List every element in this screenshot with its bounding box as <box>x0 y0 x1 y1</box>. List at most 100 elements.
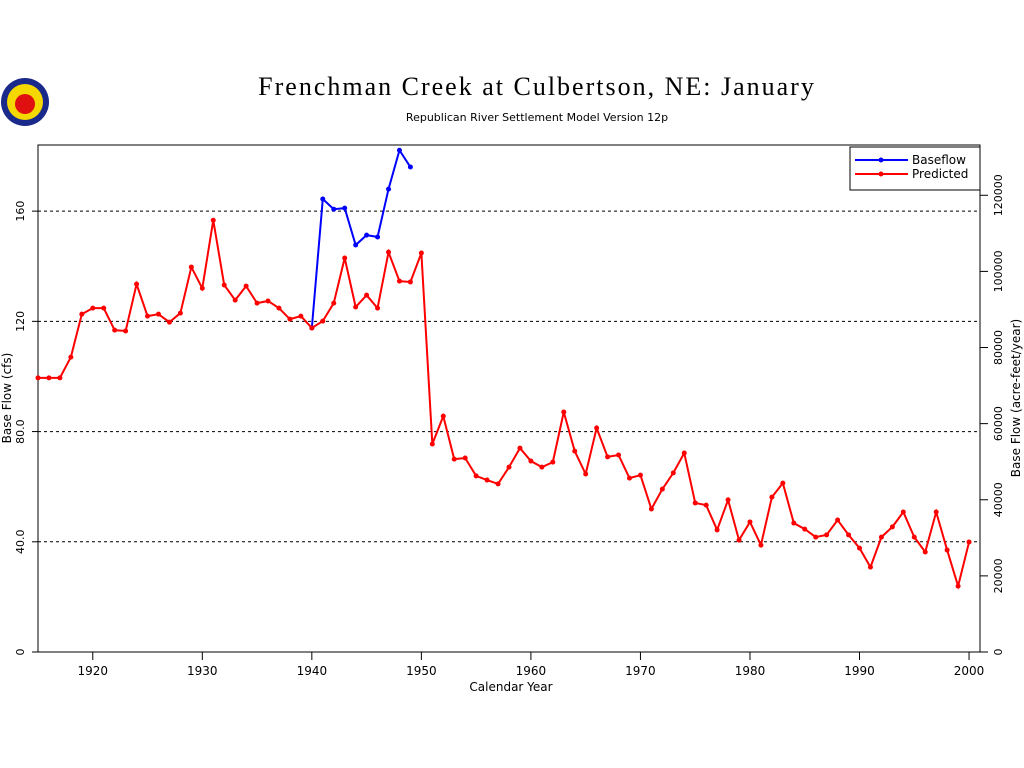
data-point <box>506 464 512 470</box>
y-tick-label: 40.0 <box>14 530 27 555</box>
data-point <box>802 526 808 532</box>
data-point <box>35 375 41 381</box>
data-point <box>473 473 479 479</box>
data-point <box>396 278 402 284</box>
series-line <box>310 147 412 329</box>
data-point <box>364 292 370 298</box>
data-point <box>780 480 786 486</box>
data-point <box>681 450 687 456</box>
x-tick-label: 1940 <box>297 664 328 678</box>
data-point <box>605 454 611 460</box>
data-point <box>265 298 271 304</box>
data-point <box>221 282 227 288</box>
data-point <box>342 255 348 261</box>
data-point <box>703 502 709 508</box>
series-line <box>38 220 971 590</box>
data-point <box>813 534 819 540</box>
data-point <box>747 519 753 525</box>
legend-box <box>849 146 981 191</box>
data-point <box>375 234 381 240</box>
data-point <box>846 532 852 538</box>
data-point <box>287 316 293 322</box>
data-point <box>112 327 118 333</box>
data-point <box>199 285 205 291</box>
data-point <box>123 328 129 334</box>
data-point <box>692 500 698 506</box>
data-point <box>659 486 665 492</box>
data-point <box>232 297 238 303</box>
data-point <box>648 506 654 512</box>
data-point <box>386 186 392 192</box>
data-point <box>276 305 282 311</box>
legend-marker <box>878 171 884 177</box>
data-point <box>835 517 841 523</box>
data-point <box>79 311 85 317</box>
data-point <box>911 534 917 540</box>
data-point <box>594 425 600 431</box>
data-point <box>134 281 140 287</box>
data-point <box>57 375 63 381</box>
data-point <box>769 494 775 500</box>
x-tick-label: 2000 <box>954 664 985 678</box>
y2-tick-label: 20000 <box>992 558 1005 593</box>
data-point <box>418 250 424 256</box>
data-point <box>495 481 501 487</box>
logo-apple <box>15 94 35 114</box>
data-point <box>177 310 183 316</box>
chart-subtitle: Republican River Settlement Model Versio… <box>406 111 668 124</box>
data-point <box>331 206 337 212</box>
data-point <box>517 445 523 451</box>
data-point <box>90 305 96 311</box>
data-point <box>933 509 939 515</box>
data-point <box>484 477 490 483</box>
x-tick-label: 1930 <box>187 664 218 678</box>
data-point <box>922 549 928 555</box>
data-point <box>386 249 392 255</box>
data-point <box>900 509 906 515</box>
data-point <box>944 547 950 553</box>
y-tick-label: 0 <box>14 649 27 656</box>
logo <box>1 78 49 126</box>
y2-tick-label: 80000 <box>992 330 1005 365</box>
data-point <box>791 520 797 526</box>
data-point <box>429 441 435 447</box>
data-point <box>320 196 326 202</box>
y2-tick-label: 60000 <box>992 406 1005 441</box>
x-tick-label: 1990 <box>844 664 875 678</box>
legend-label: Baseflow <box>912 153 966 167</box>
x-tick-label: 1960 <box>516 664 547 678</box>
data-point <box>528 458 534 464</box>
data-point <box>616 452 622 458</box>
data-point <box>583 471 589 477</box>
chart-title: Frenchman Creek at Culbertson, NE: Janua… <box>258 72 816 101</box>
data-point <box>375 305 381 311</box>
y-tick-label: 120 <box>14 311 27 332</box>
data-point <box>188 264 194 270</box>
data-point <box>561 409 567 415</box>
data-point <box>758 542 764 548</box>
data-point <box>736 537 742 543</box>
x-tick-label: 1970 <box>625 664 656 678</box>
data-point <box>889 524 895 530</box>
x-tick-label: 1980 <box>735 664 766 678</box>
data-point <box>878 534 884 540</box>
data-point <box>462 455 468 461</box>
data-point <box>637 472 643 478</box>
y2-tick-label: 0 <box>992 649 1005 656</box>
data-point <box>309 325 315 331</box>
data-point <box>243 283 249 289</box>
data-point <box>626 475 632 481</box>
y-tick-label: 80.0 <box>14 419 27 444</box>
x-tick-label: 1920 <box>77 664 108 678</box>
data-point <box>550 459 556 465</box>
data-point <box>298 313 304 319</box>
data-point <box>364 232 370 238</box>
y2-tick-label: 120000 <box>992 174 1005 216</box>
y-axis-label: Base Flow (cfs) <box>0 353 14 444</box>
data-point <box>966 539 972 545</box>
data-point <box>210 217 216 223</box>
data-point <box>955 583 961 589</box>
data-point <box>145 313 151 319</box>
